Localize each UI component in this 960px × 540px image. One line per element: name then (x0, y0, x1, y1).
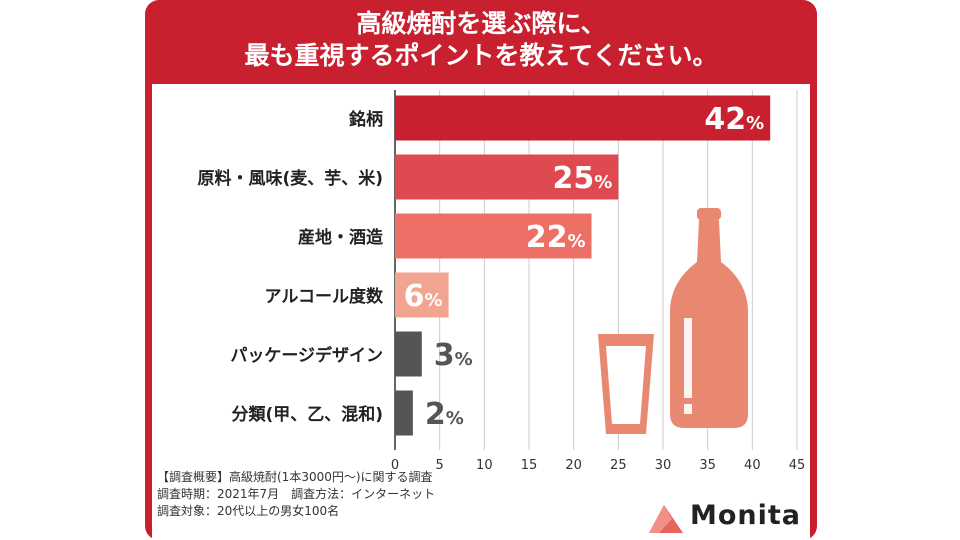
logo-text: Monita (690, 500, 802, 531)
value-label: 22% (526, 220, 586, 255)
survey-note-2: 調査時期：2021年7月 調査方法：インターネット (157, 487, 436, 501)
bottle-icon (670, 208, 748, 428)
x-tick-label: 0 (391, 458, 399, 473)
bar (395, 331, 422, 377)
x-tick-label: 5 (436, 458, 444, 473)
category-label: 分類(甲、乙、混和) (231, 405, 383, 425)
bar (395, 95, 771, 141)
x-tick-label: 15 (521, 458, 538, 473)
x-tick-label: 45 (789, 458, 806, 473)
x-tick-label: 40 (744, 458, 761, 473)
title-line-2: 最も重視するポイントを教えてください。 (244, 41, 718, 70)
value-label: 2% (425, 397, 464, 432)
glass-icon (598, 334, 654, 434)
value-label: 6% (404, 279, 443, 314)
x-tick-label: 20 (565, 458, 582, 473)
logo-mark-icon (649, 505, 683, 533)
chart-title: 高級焼酎を選ぶ際に、 最も重視するポイントを教えてください。 (145, 8, 817, 72)
category-label: アルコール度数 (265, 286, 384, 307)
bar (395, 272, 449, 318)
bar (395, 390, 413, 436)
x-tick-label: 10 (476, 458, 493, 473)
category-label: 原料・風味(麦、芋、米) (197, 168, 383, 189)
bar (395, 213, 592, 259)
monita-logo: Monita (646, 497, 816, 537)
x-tick-label: 30 (655, 458, 672, 473)
survey-note-3: 調査対象：20代以上の男女100名 (157, 504, 340, 518)
value-label: 25% (553, 161, 613, 196)
category-label: 産地・酒造 (298, 227, 384, 248)
survey-note-1: 【調査概要】高級焼酎(1本3000円〜)に関する調査 (157, 470, 433, 484)
category-label: パッケージデザイン (230, 345, 383, 366)
category-label: 銘柄 (349, 109, 383, 130)
bar (395, 154, 619, 200)
title-line-1: 高級焼酎を選ぶ際に、 (356, 9, 606, 38)
value-label: 42% (704, 102, 764, 137)
x-tick-label: 25 (610, 458, 627, 473)
x-tick-label: 35 (699, 458, 716, 473)
value-label: 3% (434, 338, 473, 373)
